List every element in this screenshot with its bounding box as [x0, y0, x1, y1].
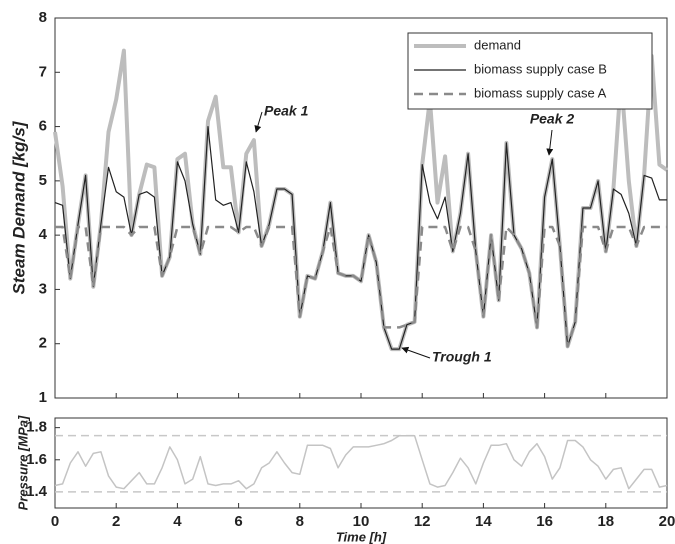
x-tick-label: 10: [353, 513, 370, 530]
x-tick-label: 16: [536, 513, 553, 530]
y-tick-label: 8: [39, 9, 47, 26]
x-tick-label: 18: [597, 513, 614, 530]
x-tick-label: 8: [296, 513, 304, 530]
x-tick-label: 6: [234, 513, 242, 530]
y-tick-label: 4: [39, 226, 48, 243]
legend-label: demand: [474, 37, 521, 52]
annotation: Trough 1: [432, 349, 492, 365]
x-tick-label: 12: [414, 513, 431, 530]
x-axis-title: Time [h]: [336, 529, 387, 544]
legend-label: biomass supply case A: [474, 85, 607, 100]
y-tick-label: 1.8: [26, 419, 47, 436]
plot-area: [54, 417, 668, 509]
y-axis-title: Pressure [MPa]: [15, 415, 30, 510]
series-line: [54, 434, 668, 490]
y-tick-label: 3: [39, 280, 47, 297]
annotation-arrow: [546, 129, 554, 156]
x-tick-label: 20: [659, 513, 675, 530]
y-tick-label: 6: [39, 118, 47, 135]
y-tick-label: 1.6: [26, 451, 47, 468]
x-tick-label: 0: [51, 513, 59, 530]
series-line: [55, 225, 667, 348]
x-tick-label: 4: [173, 513, 182, 530]
legend-label: biomass supply case B: [474, 61, 607, 76]
y-axis-title: Steam Demand [kg/s]: [9, 120, 28, 294]
x-tick-label: 14: [475, 513, 492, 530]
y-tick-label: 5: [39, 172, 47, 189]
y-tick-label: 1.4: [26, 483, 48, 500]
annotation: Peak 1: [264, 103, 309, 119]
legend: demand biomass supply case B biomass suppl…: [407, 32, 653, 110]
annotation-arrow: [254, 111, 263, 133]
x-tick-label: 2: [112, 513, 120, 530]
y-tick-label: 2: [39, 335, 47, 352]
annotation: Peak 2: [530, 111, 575, 127]
y-tick-label: 7: [39, 63, 47, 80]
annotation-arrow: [401, 346, 431, 359]
y-tick-label: 1: [39, 389, 47, 406]
